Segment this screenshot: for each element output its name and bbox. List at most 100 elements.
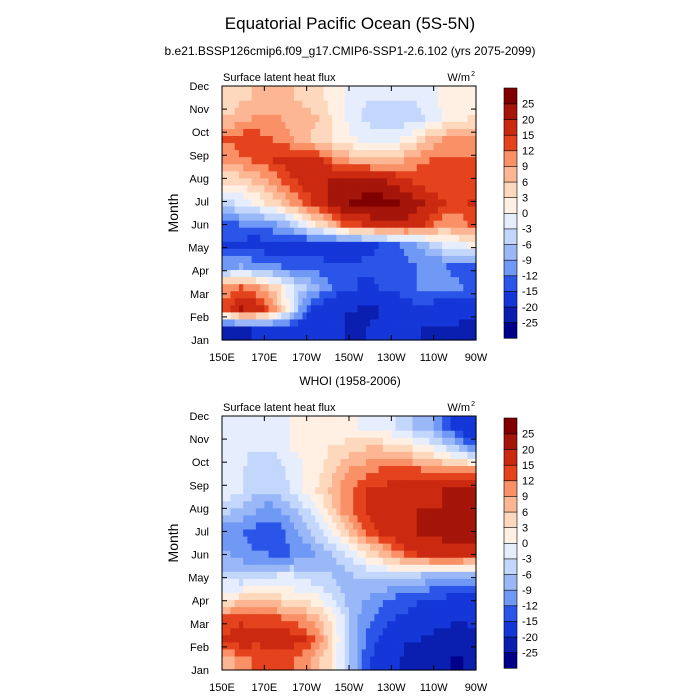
heatmap-cell [429, 205, 435, 214]
heatmap-cell [404, 634, 409, 643]
heatmap-cell [353, 163, 359, 172]
heatmap-cell [285, 128, 291, 136]
heatmap-cell [437, 121, 443, 129]
heatmap-cell [222, 262, 227, 271]
heatmap-cell [429, 227, 435, 235]
heatmap-cell [442, 500, 447, 509]
heatmap-cell [416, 578, 422, 586]
heatmap-cell [450, 100, 456, 108]
heatmap-cell [255, 269, 261, 278]
heatmap-cell [399, 198, 405, 207]
heatmap-cell [289, 648, 295, 657]
heatmap-cell [323, 451, 329, 459]
heatmap-cell [395, 191, 401, 200]
heatmap-cell [349, 557, 354, 565]
heatmap-cell [251, 93, 257, 101]
heatmap-cell [298, 177, 304, 186]
heatmap-cell [327, 486, 333, 495]
heatmap-cell [404, 606, 409, 615]
heatmap-cell [408, 557, 414, 565]
heatmap-cell [277, 592, 282, 601]
heatmap-cell [298, 269, 304, 278]
heatmap-cell [463, 269, 469, 278]
heatmap-cell [260, 592, 265, 601]
heatmap-cell [332, 444, 337, 452]
heatmap-cell [298, 184, 304, 193]
heatmap-cell [285, 528, 291, 537]
heatmap-cell [234, 627, 240, 636]
heatmap-cell [289, 191, 295, 200]
heatmap-cell [408, 213, 414, 221]
heatmap-cell [408, 599, 414, 608]
heatmap-cell [310, 304, 316, 313]
heatmap-cell [340, 262, 346, 271]
heatmap-cell [238, 507, 244, 516]
heatmap-cell [247, 128, 253, 136]
heatmap-cell [395, 528, 401, 537]
heatmap-cell [433, 262, 439, 271]
heatmap-cell [293, 184, 299, 193]
heatmap-cell [264, 543, 270, 551]
heatmap-cell [277, 107, 282, 115]
heatmap-cell [298, 100, 304, 108]
colorbar-box [503, 589, 518, 607]
heatmap-cell [454, 191, 460, 200]
heatmap-cell [234, 283, 240, 292]
heatmap-cell [395, 634, 401, 643]
heatmap-cell [378, 304, 384, 313]
heatmap-cell [370, 430, 375, 438]
heatmap-cell [315, 114, 320, 122]
heatmap-cell [429, 627, 435, 636]
heatmap-cell [340, 543, 346, 551]
heatmap-cell [310, 191, 316, 200]
heatmap-cell [429, 177, 435, 186]
heatmap-cell [404, 114, 409, 122]
heatmap-cell [425, 114, 431, 122]
heatmap-cell [425, 276, 431, 285]
heatmap-cell [340, 332, 346, 341]
heatmap-cell [315, 662, 320, 671]
heatmap-cell [437, 528, 443, 537]
heatmap-cell [281, 191, 287, 200]
heatmap-cell [349, 528, 354, 537]
heatmap-cell [222, 283, 227, 292]
heatmap-cell [315, 255, 320, 263]
heatmap-cell [344, 283, 350, 292]
heatmap-cell [285, 311, 291, 320]
heatmap-cell [459, 486, 464, 495]
heatmap-cell [382, 493, 388, 502]
heatmap-cell [374, 620, 380, 629]
heatmap-cell [251, 444, 257, 452]
heatmap-cell [429, 564, 435, 572]
heatmap-cell [404, 437, 409, 445]
heatmap-cell [327, 93, 333, 101]
heatmap-cell [302, 220, 308, 228]
heatmap-cell [238, 564, 244, 572]
heatmap-cell [293, 557, 299, 565]
heatmap-cell [437, 135, 443, 144]
heatmap-cell [454, 220, 460, 228]
heatmap-cell [399, 507, 405, 516]
heatmap-cell [230, 220, 236, 228]
heatmap-cell [378, 648, 384, 657]
heatmap-cell [340, 283, 346, 292]
heatmap-cell [399, 606, 405, 615]
heatmap-cell [378, 543, 384, 551]
heatmap-cell [323, 535, 329, 544]
heatmap-cell [268, 135, 274, 144]
heatmap-cell [467, 430, 473, 438]
heatmap-cell [391, 220, 397, 228]
heatmap-cell [446, 535, 452, 544]
heatmap-cell [327, 156, 333, 165]
heatmap-cell [387, 465, 392, 474]
heatmap-cell [277, 332, 282, 341]
heatmap-cell [327, 528, 333, 537]
heatmap-cell [319, 304, 325, 313]
heatmap-cell [357, 521, 363, 530]
heatmap-cell [281, 423, 287, 431]
heatmap-cell [467, 458, 473, 466]
heatmap-cell [429, 100, 435, 108]
heatmap-cell [327, 149, 333, 158]
heatmap-cell [332, 114, 337, 122]
heatmap-cell [327, 220, 333, 228]
